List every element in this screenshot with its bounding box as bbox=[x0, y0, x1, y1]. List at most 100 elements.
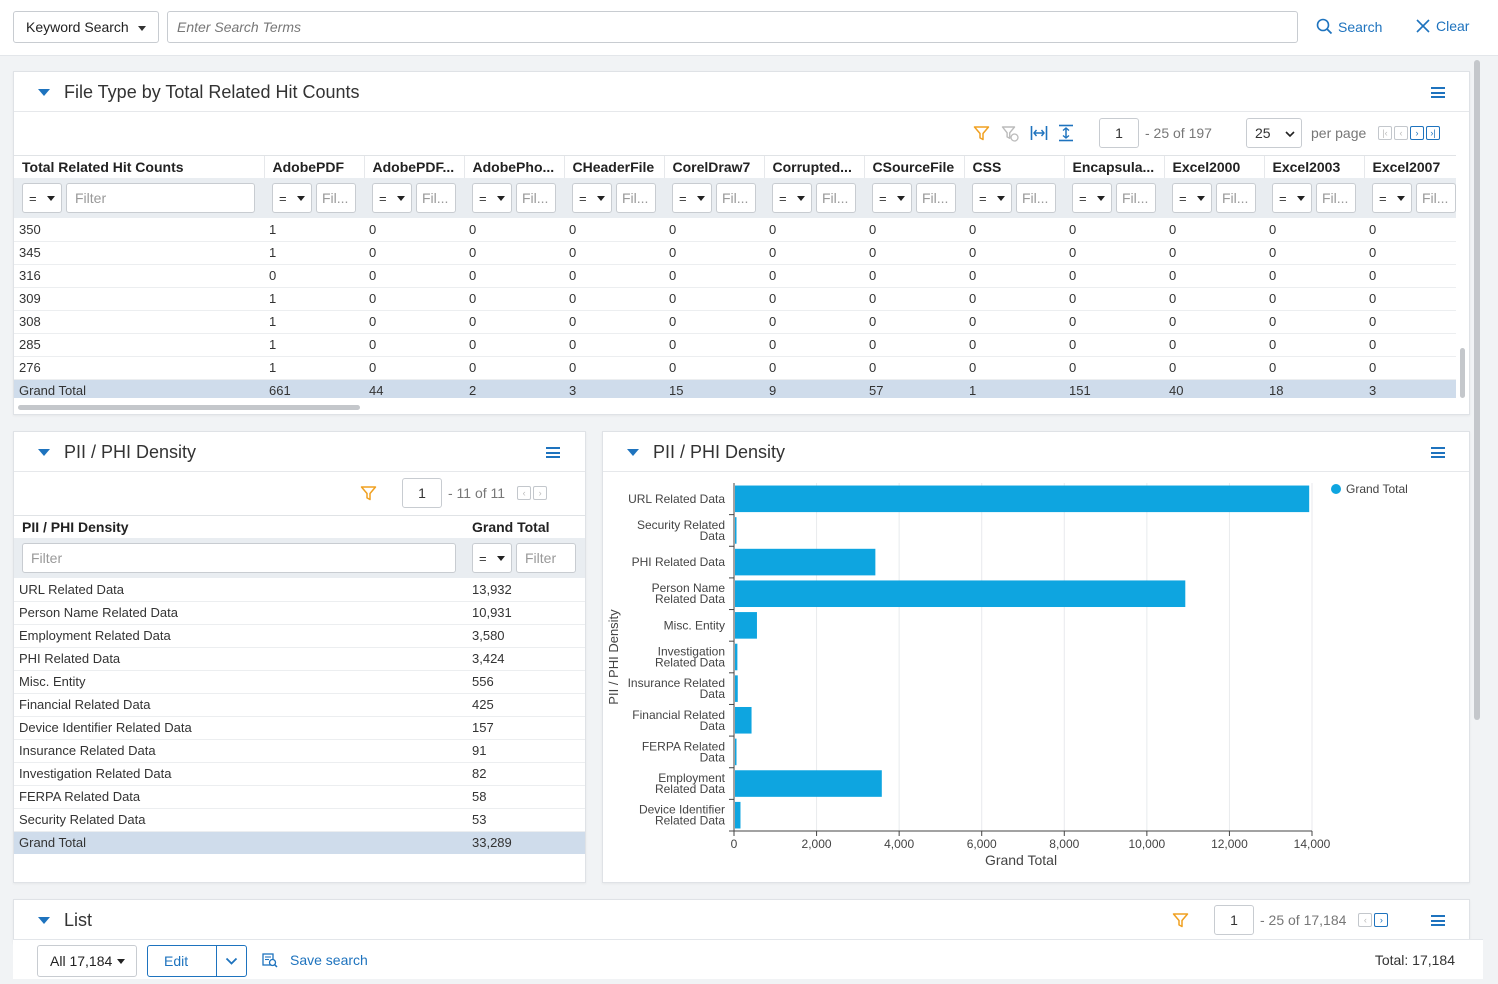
filter-input[interactable]: Fil... bbox=[416, 183, 456, 213]
filter-operator-select[interactable]: = bbox=[672, 183, 712, 213]
table-horizontal-scrollbar[interactable] bbox=[18, 405, 360, 410]
column-header[interactable]: AdobePDF... bbox=[363, 156, 464, 178]
page-number-input[interactable]: 1 bbox=[402, 478, 442, 508]
keyword-search-dropdown[interactable]: Keyword Search bbox=[13, 11, 159, 43]
search-input[interactable] bbox=[167, 11, 1298, 43]
next-page-icon[interactable]: › bbox=[533, 486, 548, 500]
column-header[interactable]: Excel2003 bbox=[1263, 156, 1364, 178]
table-row[interactable]: 309 1 0 0 0 0 0 0 0 0 0 0 0 bbox=[14, 287, 1456, 311]
prev-page-icon[interactable]: ‹ bbox=[517, 486, 532, 500]
search-button[interactable]: Search bbox=[1316, 18, 1382, 35]
filter-operator-select[interactable]: = bbox=[472, 183, 512, 213]
collapse-toggle-icon[interactable] bbox=[38, 917, 50, 924]
collapse-toggle-icon[interactable] bbox=[38, 89, 50, 96]
first-page-icon[interactable]: |‹ bbox=[1378, 126, 1392, 140]
filter-input[interactable]: Fil... bbox=[516, 183, 556, 213]
filter-input[interactable]: Filter bbox=[516, 543, 576, 573]
filter-operator-select[interactable]: = bbox=[1372, 183, 1412, 213]
table-row[interactable]: 316 0 0 0 0 0 0 0 0 0 0 0 0 bbox=[14, 264, 1456, 288]
column-header[interactable]: Excel2000 bbox=[1163, 156, 1264, 178]
collapse-toggle-icon[interactable] bbox=[38, 449, 50, 456]
table-row[interactable]: Insurance Related Data 91 bbox=[14, 739, 585, 763]
filter-operator-select[interactable]: = bbox=[772, 183, 812, 213]
select-all-dropdown[interactable]: All 17,184 bbox=[37, 945, 137, 977]
filter-operator-select[interactable]: = bbox=[272, 183, 312, 213]
table-cell: Financial Related Data bbox=[14, 693, 464, 717]
filter-input[interactable]: Fil... bbox=[816, 183, 856, 213]
table-row[interactable]: Financial Related Data 425 bbox=[14, 693, 585, 717]
filter-operator-select[interactable]: = bbox=[1272, 183, 1312, 213]
prev-page-icon[interactable]: ‹ bbox=[1358, 913, 1373, 927]
filter-input[interactable]: Fil... bbox=[716, 183, 756, 213]
table-row[interactable]: PHI Related Data 3,424 bbox=[14, 647, 585, 671]
filter-operator-select[interactable]: = bbox=[372, 183, 412, 213]
fit-columns-icon[interactable] bbox=[1030, 125, 1048, 141]
per-page-select[interactable]: 25 bbox=[1246, 118, 1302, 148]
next-page-icon[interactable]: › bbox=[1410, 126, 1424, 140]
filter-input[interactable]: Fil... bbox=[1216, 183, 1256, 213]
clear-button[interactable]: Clear bbox=[1415, 18, 1469, 34]
filter-operator-select[interactable]: = bbox=[972, 183, 1012, 213]
chevron-down-icon[interactable] bbox=[225, 957, 238, 966]
filter-input[interactable]: Fil... bbox=[1116, 183, 1156, 213]
filter-operator-select[interactable]: = bbox=[22, 183, 62, 213]
filter-input[interactable]: Fil... bbox=[916, 183, 956, 213]
table-row[interactable]: Investigation Related Data 82 bbox=[14, 762, 585, 786]
next-page-icon[interactable]: › bbox=[1374, 913, 1389, 927]
column-header[interactable]: Encapsula... bbox=[1063, 156, 1164, 178]
column-header[interactable]: Corrupted... bbox=[763, 156, 864, 178]
column-header[interactable]: CSourceFile bbox=[863, 156, 964, 178]
filter-icon[interactable] bbox=[973, 125, 990, 142]
filter-icon[interactable] bbox=[360, 485, 377, 502]
table-row[interactable]: Security Related Data 53 bbox=[14, 808, 585, 832]
prev-page-icon[interactable]: ‹ bbox=[1394, 126, 1408, 140]
column-header[interactable]: Grand Total bbox=[472, 519, 550, 535]
filter-input[interactable]: Filter bbox=[66, 183, 255, 213]
table-row[interactable]: Device Identifier Related Data 157 bbox=[14, 716, 585, 740]
filter-input[interactable]: Fil... bbox=[1316, 183, 1356, 213]
page-number-input[interactable]: 1 bbox=[1099, 118, 1139, 148]
menu-icon[interactable] bbox=[1431, 447, 1445, 458]
filter-icon[interactable] bbox=[1172, 912, 1189, 929]
filter-operator-select[interactable]: = bbox=[1072, 183, 1112, 213]
collapse-toggle-icon[interactable] bbox=[627, 449, 639, 456]
column-header[interactable]: CHeaderFile bbox=[563, 156, 664, 178]
last-page-icon[interactable]: ›| bbox=[1426, 126, 1440, 140]
column-header[interactable]: Excel2007 bbox=[1363, 156, 1456, 178]
filter-input[interactable]: Fil... bbox=[316, 183, 356, 213]
table-row[interactable]: 308 1 0 0 0 0 0 0 0 0 0 0 0 bbox=[14, 310, 1456, 334]
column-header[interactable]: CSS bbox=[963, 156, 1064, 178]
column-header[interactable]: AdobePho... bbox=[463, 156, 564, 178]
table-row[interactable]: 276 1 0 0 0 0 0 0 0 0 0 0 0 bbox=[14, 356, 1456, 380]
filter-operator-select[interactable]: = bbox=[572, 183, 612, 213]
fit-rows-icon[interactable] bbox=[1058, 124, 1074, 142]
filter-input[interactable]: Filter bbox=[22, 543, 456, 573]
table-row[interactable]: 345 1 0 0 0 0 0 0 0 0 0 0 0 bbox=[14, 241, 1456, 265]
filter-input[interactable]: Fil... bbox=[1416, 183, 1456, 213]
filter-input[interactable]: Fil... bbox=[616, 183, 656, 213]
table-row[interactable]: 285 1 0 0 0 0 0 0 0 0 0 0 0 bbox=[14, 333, 1456, 357]
column-header[interactable]: AdobePDF bbox=[263, 156, 364, 178]
table-row[interactable]: Misc. Entity 556 bbox=[14, 670, 585, 694]
column-header[interactable]: CorelDraw7 bbox=[663, 156, 764, 178]
filter-operator-select[interactable]: = bbox=[1172, 183, 1212, 213]
filter-input[interactable]: Fil... bbox=[1016, 183, 1056, 213]
table-vertical-scrollbar[interactable] bbox=[1460, 348, 1465, 398]
table-row[interactable]: Person Name Related Data 10,931 bbox=[14, 601, 585, 625]
page-scrollbar[interactable] bbox=[1474, 60, 1480, 720]
table-row[interactable]: FERPA Related Data 58 bbox=[14, 785, 585, 809]
clear-filter-icon[interactable] bbox=[1001, 125, 1019, 142]
filter-operator-select[interactable]: = bbox=[472, 543, 512, 573]
table-row[interactable]: URL Related Data 13,932 bbox=[14, 578, 585, 602]
menu-icon[interactable] bbox=[1431, 915, 1445, 926]
page-number-input[interactable]: 1 bbox=[1214, 905, 1254, 935]
table-row[interactable]: 350 1 0 0 0 0 0 0 0 0 0 0 0 bbox=[14, 218, 1456, 242]
save-search-button[interactable]: Save search bbox=[262, 952, 368, 968]
menu-icon[interactable] bbox=[1431, 87, 1445, 98]
column-header[interactable]: PII / PHI Density bbox=[22, 519, 129, 535]
table-row[interactable]: Employment Related Data 3,580 bbox=[14, 624, 585, 648]
filter-operator-select[interactable]: = bbox=[872, 183, 912, 213]
menu-icon[interactable] bbox=[546, 447, 560, 458]
column-header[interactable]: Total Related Hit Counts bbox=[22, 159, 184, 175]
edit-split-button[interactable]: Edit bbox=[147, 945, 247, 977]
